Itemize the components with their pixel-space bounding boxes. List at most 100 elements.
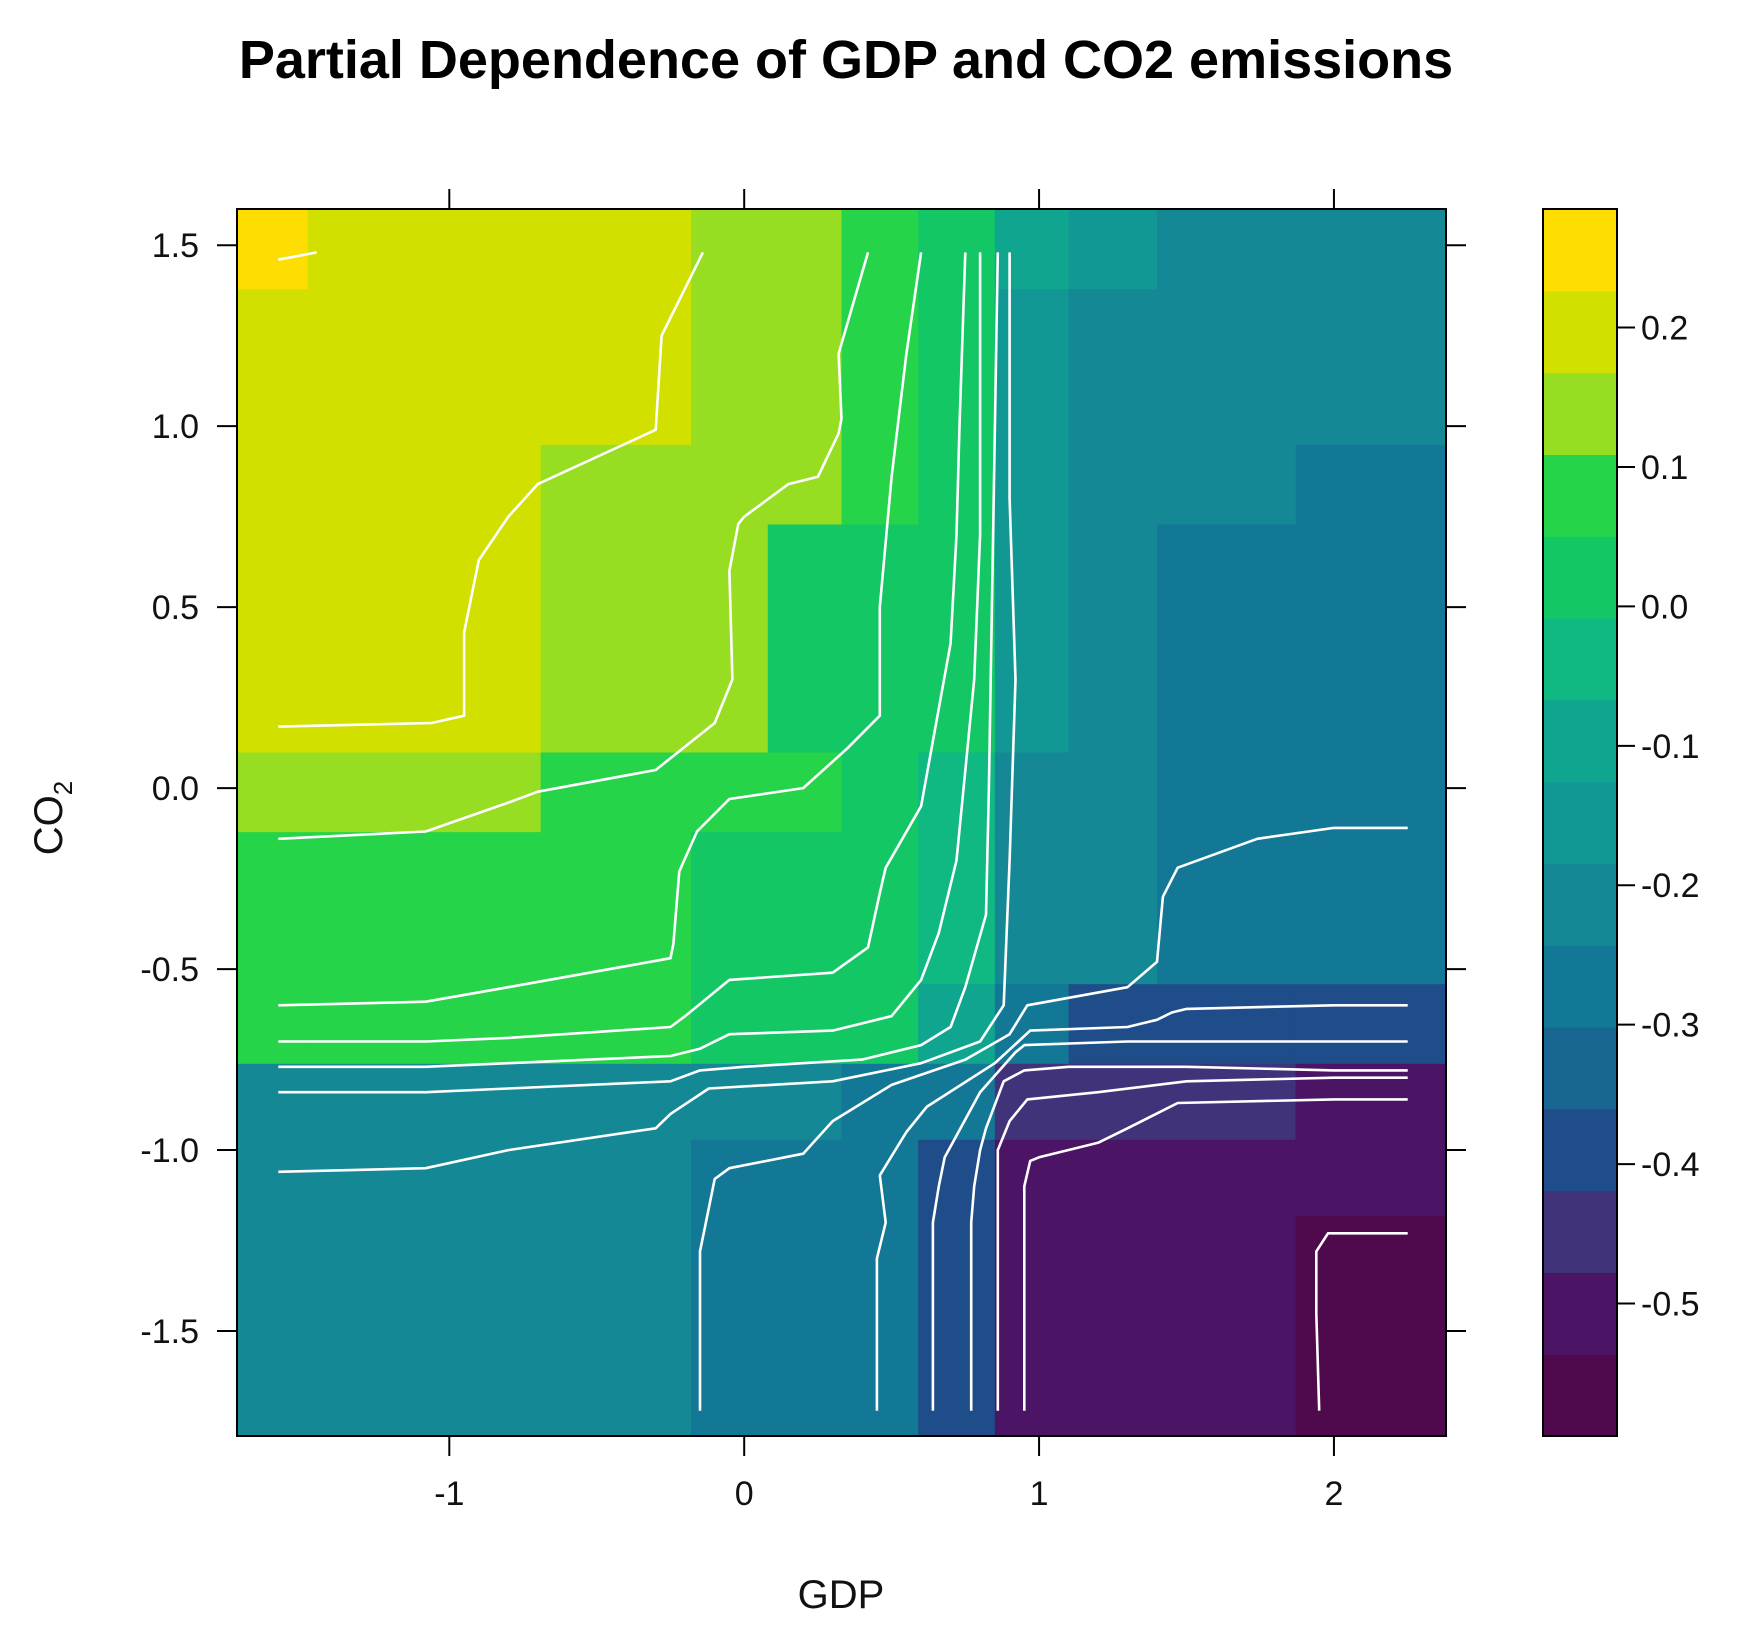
heatmap-cell bbox=[1295, 288, 1447, 445]
heatmap-cell bbox=[1295, 444, 1447, 525]
heatmap-cell bbox=[1295, 1139, 1447, 1216]
colorbar-band bbox=[1543, 372, 1617, 455]
heatmap-cell bbox=[767, 983, 843, 1064]
contour-line bbox=[278, 252, 923, 1007]
contour-line bbox=[969, 1065, 1408, 1411]
colorbar-band bbox=[1543, 1272, 1617, 1355]
heatmap-cell bbox=[1068, 1139, 1158, 1216]
contour-line bbox=[278, 252, 1017, 1174]
contour-line bbox=[996, 1076, 1408, 1411]
heatmap-cell bbox=[540, 523, 692, 753]
heatmap-cell bbox=[691, 288, 769, 445]
y-tick-label: 1.0 bbox=[152, 408, 199, 446]
heatmap-cell bbox=[767, 288, 843, 445]
colorbar-band bbox=[1543, 1190, 1617, 1273]
heatmap-cell bbox=[237, 1215, 309, 1437]
heatmap-cell bbox=[237, 831, 309, 985]
heatmap-cell bbox=[237, 209, 309, 290]
heatmap-cell bbox=[540, 1215, 692, 1437]
heatmap-cell bbox=[994, 523, 1070, 753]
heatmap-cell bbox=[841, 288, 919, 445]
heatmap-cell bbox=[691, 1215, 769, 1437]
colorbar-band bbox=[1543, 945, 1617, 1028]
heatmap-cell bbox=[540, 1063, 692, 1140]
heatmap-cell bbox=[767, 1063, 843, 1140]
heatmap-cell bbox=[691, 751, 769, 833]
colorbar-band bbox=[1543, 1027, 1617, 1110]
colorbar-band bbox=[1543, 781, 1617, 864]
contour-line bbox=[278, 251, 705, 728]
heatmap-cell bbox=[307, 209, 542, 290]
heatmap-cell bbox=[540, 288, 692, 445]
y-tick-label: 0.0 bbox=[152, 770, 199, 808]
heatmap-cell bbox=[841, 1215, 919, 1437]
heatmap-cell bbox=[1157, 831, 1297, 985]
heatmap-cell bbox=[1295, 751, 1447, 833]
colorbar-band bbox=[1543, 863, 1617, 946]
x-axis: -1 0 1 2 bbox=[434, 189, 1343, 1513]
contour-line bbox=[698, 826, 1408, 1411]
colorbar-band bbox=[1543, 454, 1617, 537]
heatmap-cell bbox=[1068, 1063, 1158, 1140]
y-tick-label: -1.5 bbox=[140, 1313, 199, 1351]
contour-lines bbox=[278, 251, 1408, 1411]
x-tick-label: 0 bbox=[735, 1475, 754, 1513]
heatmap-cell bbox=[841, 1063, 919, 1140]
heatmap-cells bbox=[237, 209, 1447, 1437]
colorbar-band bbox=[1543, 209, 1617, 292]
y-tick-label: -0.5 bbox=[140, 951, 199, 989]
y-axis: 1.5 1.0 0.5 0.0 -0.5 -1.0 -1.5 bbox=[140, 227, 1466, 1351]
heatmap-cell bbox=[540, 444, 692, 525]
heatmap-cell bbox=[1068, 523, 1158, 753]
heatmap-cell bbox=[767, 523, 843, 753]
heatmap-cell bbox=[918, 209, 996, 290]
heatmap-cell bbox=[994, 209, 1070, 290]
heatmap-cell bbox=[1295, 523, 1447, 753]
heatmap-cell bbox=[1157, 1215, 1297, 1437]
heatmap-cell bbox=[691, 209, 769, 290]
heatmap-cell bbox=[540, 751, 692, 833]
y-axis-title: CO2 bbox=[27, 781, 78, 855]
colorbar bbox=[1543, 209, 1617, 1437]
heatmap-cell bbox=[994, 1215, 1070, 1437]
heatmap-cell bbox=[691, 1063, 769, 1140]
heatmap-cell bbox=[237, 444, 309, 525]
colorbar-band bbox=[1543, 536, 1617, 619]
heatmap-cell bbox=[994, 288, 1070, 445]
heatmap-cell bbox=[918, 1215, 996, 1437]
contour-line bbox=[278, 252, 967, 1043]
svg-text:CO2: CO2 bbox=[27, 781, 78, 855]
heatmap-cell bbox=[841, 831, 919, 985]
contour-line bbox=[278, 251, 317, 261]
contour-line bbox=[875, 1003, 1408, 1411]
heatmap-cell bbox=[1157, 751, 1297, 833]
heatmap-cell bbox=[307, 1063, 542, 1140]
heatmap-cell bbox=[237, 751, 309, 833]
heatmap-cell bbox=[1068, 288, 1158, 445]
y-axis-label: CO bbox=[27, 795, 71, 855]
colorbar-band bbox=[1543, 618, 1617, 701]
heatmap-cell bbox=[307, 983, 542, 1064]
y-tick-label: -1.0 bbox=[140, 1132, 199, 1170]
heatmap-cell bbox=[1157, 209, 1297, 290]
colorbar-band bbox=[1543, 290, 1617, 374]
heatmap-cell bbox=[307, 751, 542, 833]
y-tick-label: 1.5 bbox=[152, 227, 199, 265]
y-axis-label-subscript: 2 bbox=[48, 781, 78, 795]
colorbar-band bbox=[1543, 1354, 1617, 1437]
contour-line bbox=[278, 252, 982, 1069]
plot-frame bbox=[236, 208, 1447, 1437]
heatmap-cell bbox=[1157, 523, 1297, 753]
heatmap-cell bbox=[1295, 831, 1447, 985]
heatmap-cell bbox=[918, 523, 996, 753]
heatmap-cell bbox=[1157, 444, 1297, 525]
heatmap-cell bbox=[1157, 288, 1297, 445]
heatmap-cell bbox=[841, 209, 919, 290]
heatmap-cell bbox=[1068, 444, 1158, 525]
chart-title: Partial Dependence of GDP and CO2 emissi… bbox=[239, 30, 1453, 90]
heatmap-cell bbox=[918, 1139, 996, 1216]
colorbar-tick-label: 0.0 bbox=[1641, 588, 1688, 626]
contour-line bbox=[278, 252, 870, 841]
y-tick-label: 0.5 bbox=[152, 589, 199, 627]
